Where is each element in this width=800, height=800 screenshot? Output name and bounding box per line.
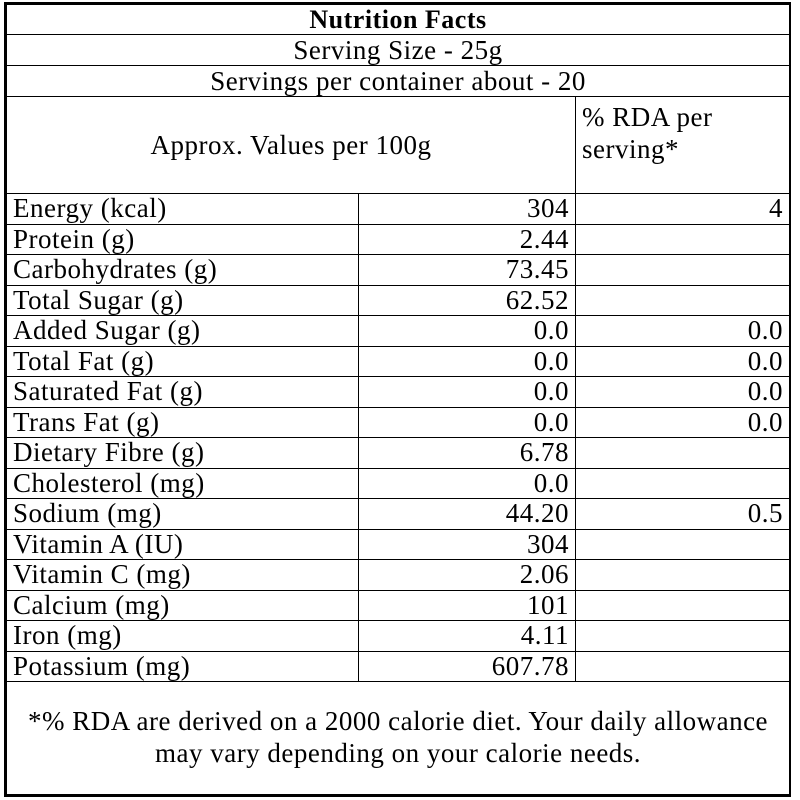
nutrient-row: Total Fat (g) 0.0 0.0 (6, 345, 791, 377)
nutrient-value: 0.0 (358, 315, 576, 347)
nutrient-value: 44.20 (358, 498, 576, 530)
nutrient-name: Trans Fat (g) (6, 406, 359, 438)
nutrient-name: Cholesterol (mg) (6, 467, 359, 499)
nutrient-value: 0.0 (358, 406, 576, 438)
nutrient-rda: 0.0 (574, 376, 791, 408)
nutrient-name: Sodium (mg) (6, 498, 359, 530)
nutrient-value: 6.78 (358, 437, 576, 469)
serving-size: Serving Size - 25g (5, 34, 791, 66)
values-header: Approx. Values per 100g (6, 96, 576, 194)
nutrient-row: Vitamin C (mg) 2.06 (6, 559, 791, 591)
nutrient-name: Potassium (mg) (6, 650, 359, 682)
nutrition-table: Nutrition Facts Serving Size - 25g Servi… (5, 4, 791, 795)
nutrient-rda (574, 467, 791, 499)
nutrient-value: 304 (358, 193, 576, 225)
nutrient-name: Dietary Fibre (g) (6, 437, 359, 469)
nutrient-row: Potassium (mg) 607.78 (6, 650, 791, 682)
servings-per-container: Servings per container about - 20 (5, 65, 791, 97)
nutrient-value: 73.45 (358, 254, 576, 286)
title-row: Nutrition Facts (5, 4, 791, 35)
column-header-row: Approx. Values per 100g % RDA per servin… (6, 96, 791, 194)
nutrient-name: Vitamin A (IU) (6, 528, 359, 560)
nutrient-name: Vitamin C (mg) (6, 559, 359, 591)
nutrient-rda (574, 559, 791, 591)
nutrient-name: Calcium (mg) (6, 589, 359, 621)
footnote-row: *% RDA are derived on a 2000 calorie die… (5, 681, 791, 795)
nutrient-name: Protein (g) (6, 223, 359, 255)
nutrient-row: Protein (g) 2.44 (6, 223, 791, 255)
nutrient-row: Trans Fat (g) 0.0 0.0 (6, 406, 791, 438)
nutrient-name: Total Fat (g) (6, 345, 359, 377)
nutrient-rda: 0.0 (574, 345, 791, 377)
nutrient-name: Added Sugar (g) (6, 315, 359, 347)
nutrient-rda: 0.5 (574, 498, 791, 530)
nutrient-rda (574, 223, 791, 255)
nutrient-value: 2.06 (358, 559, 576, 591)
nutrient-value: 0.0 (358, 345, 576, 377)
nutrient-value: 101 (358, 589, 576, 621)
nutrient-value: 0.0 (358, 376, 576, 408)
nutrient-rda: 4 (574, 193, 791, 225)
nutrient-value: 2.44 (358, 223, 576, 255)
nutrient-name: Saturated Fat (g) (6, 376, 359, 408)
nutrient-name: Carbohydrates (g) (6, 254, 359, 286)
nutrient-name: Energy (kcal) (6, 193, 359, 225)
nutrient-rda (574, 589, 791, 621)
nutrient-row: Vitamin A (IU) 304 (6, 528, 791, 560)
nutrient-rda: 0.0 (574, 406, 791, 438)
nutrient-value: 304 (358, 528, 576, 560)
nutrient-rda (574, 254, 791, 286)
nutrient-value: 607.78 (358, 650, 576, 682)
serving-size-row: Serving Size - 25g (5, 34, 791, 66)
nutrient-value: 4.11 (358, 620, 576, 652)
nutrient-value: 62.52 (358, 284, 576, 316)
nutrient-row: Carbohydrates (g) 73.45 (6, 254, 791, 286)
nutrient-row: Dietary Fibre (g) 6.78 (6, 437, 791, 469)
nutrient-row: Sodium (mg) 44.20 0.5 (6, 498, 791, 530)
nutrient-row: Calcium (mg) 101 (6, 589, 791, 621)
nutrient-rda (574, 284, 791, 316)
nutrient-rda: 0.0 (574, 315, 791, 347)
nutrient-row: Saturated Fat (g) 0.0 0.0 (6, 376, 791, 408)
nutrient-row: Added Sugar (g) 0.0 0.0 (6, 315, 791, 347)
rda-header: % RDA per serving* (574, 96, 791, 194)
nutrient-rda (574, 437, 791, 469)
label-title: Nutrition Facts (5, 4, 791, 35)
nutrient-rda (574, 650, 791, 682)
nutrient-rda (574, 528, 791, 560)
nutrient-value: 0.0 (358, 467, 576, 499)
nutrient-row: Energy (kcal) 304 4 (6, 193, 791, 225)
nutrient-rda (574, 620, 791, 652)
nutrient-row: Total Sugar (g) 62.52 (6, 284, 791, 316)
nutrient-name: Iron (mg) (6, 620, 359, 652)
footnote: *% RDA are derived on a 2000 calorie die… (5, 681, 791, 795)
nutrition-facts-label: Nutrition Facts Serving Size - 25g Servi… (4, 2, 791, 797)
nutrient-row: Iron (mg) 4.11 (6, 620, 791, 652)
nutrient-name: Total Sugar (g) (6, 284, 359, 316)
nutrient-row: Cholesterol (mg) 0.0 (6, 467, 791, 499)
servings-per-container-row: Servings per container about - 20 (5, 65, 791, 97)
